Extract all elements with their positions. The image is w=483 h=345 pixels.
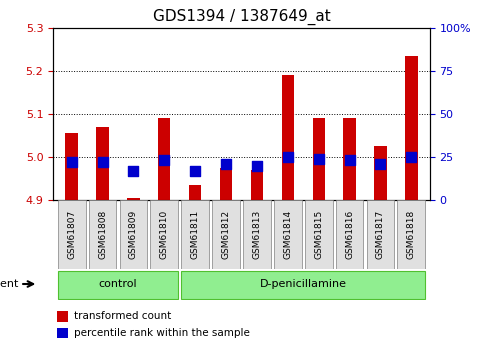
FancyBboxPatch shape: [243, 200, 271, 269]
Bar: [57, 311, 68, 322]
FancyBboxPatch shape: [367, 200, 394, 269]
Bar: [127, 198, 140, 200]
Text: GSM61808: GSM61808: [98, 210, 107, 259]
Bar: [313, 118, 325, 200]
Text: GSM61816: GSM61816: [345, 210, 354, 259]
Text: percentile rank within the sample: percentile rank within the sample: [74, 328, 250, 338]
Bar: [374, 146, 386, 200]
Point: [315, 156, 323, 161]
Point: [99, 159, 106, 165]
Text: GSM61818: GSM61818: [407, 210, 416, 259]
Text: control: control: [99, 279, 137, 289]
Title: GDS1394 / 1387649_at: GDS1394 / 1387649_at: [153, 9, 330, 25]
Bar: [66, 133, 78, 200]
FancyBboxPatch shape: [212, 200, 240, 269]
Point: [408, 154, 415, 160]
Bar: [343, 118, 356, 200]
Text: GSM61810: GSM61810: [160, 210, 169, 259]
Point: [284, 154, 292, 160]
Point: [222, 161, 230, 167]
Bar: [158, 118, 170, 200]
Text: GSM61811: GSM61811: [191, 210, 199, 259]
FancyBboxPatch shape: [181, 270, 425, 298]
Text: GSM61817: GSM61817: [376, 210, 385, 259]
Bar: [251, 170, 263, 200]
Text: D-penicillamine: D-penicillamine: [260, 279, 347, 289]
Text: agent: agent: [0, 279, 19, 289]
FancyBboxPatch shape: [150, 200, 178, 269]
Point: [160, 158, 168, 163]
FancyBboxPatch shape: [89, 200, 116, 269]
FancyBboxPatch shape: [119, 200, 147, 269]
Point: [129, 168, 137, 174]
Bar: [220, 168, 232, 200]
FancyBboxPatch shape: [398, 200, 425, 269]
FancyBboxPatch shape: [58, 270, 178, 298]
FancyBboxPatch shape: [181, 200, 209, 269]
Bar: [189, 185, 201, 200]
Text: GSM61807: GSM61807: [67, 210, 76, 259]
FancyBboxPatch shape: [274, 200, 302, 269]
Text: GSM61813: GSM61813: [253, 210, 261, 259]
Bar: [57, 328, 68, 338]
Bar: [405, 56, 417, 200]
Text: transformed count: transformed count: [74, 312, 171, 321]
Bar: [282, 75, 294, 200]
FancyBboxPatch shape: [305, 200, 333, 269]
Point: [377, 161, 384, 167]
FancyBboxPatch shape: [58, 200, 85, 269]
Bar: [97, 127, 109, 200]
Point: [346, 158, 354, 163]
Text: GSM61814: GSM61814: [284, 210, 292, 259]
Text: GSM61809: GSM61809: [129, 210, 138, 259]
FancyBboxPatch shape: [336, 200, 364, 269]
Text: GSM61815: GSM61815: [314, 210, 323, 259]
Point: [253, 163, 261, 168]
Point: [191, 168, 199, 174]
Point: [68, 159, 75, 165]
Text: GSM61812: GSM61812: [222, 210, 230, 259]
